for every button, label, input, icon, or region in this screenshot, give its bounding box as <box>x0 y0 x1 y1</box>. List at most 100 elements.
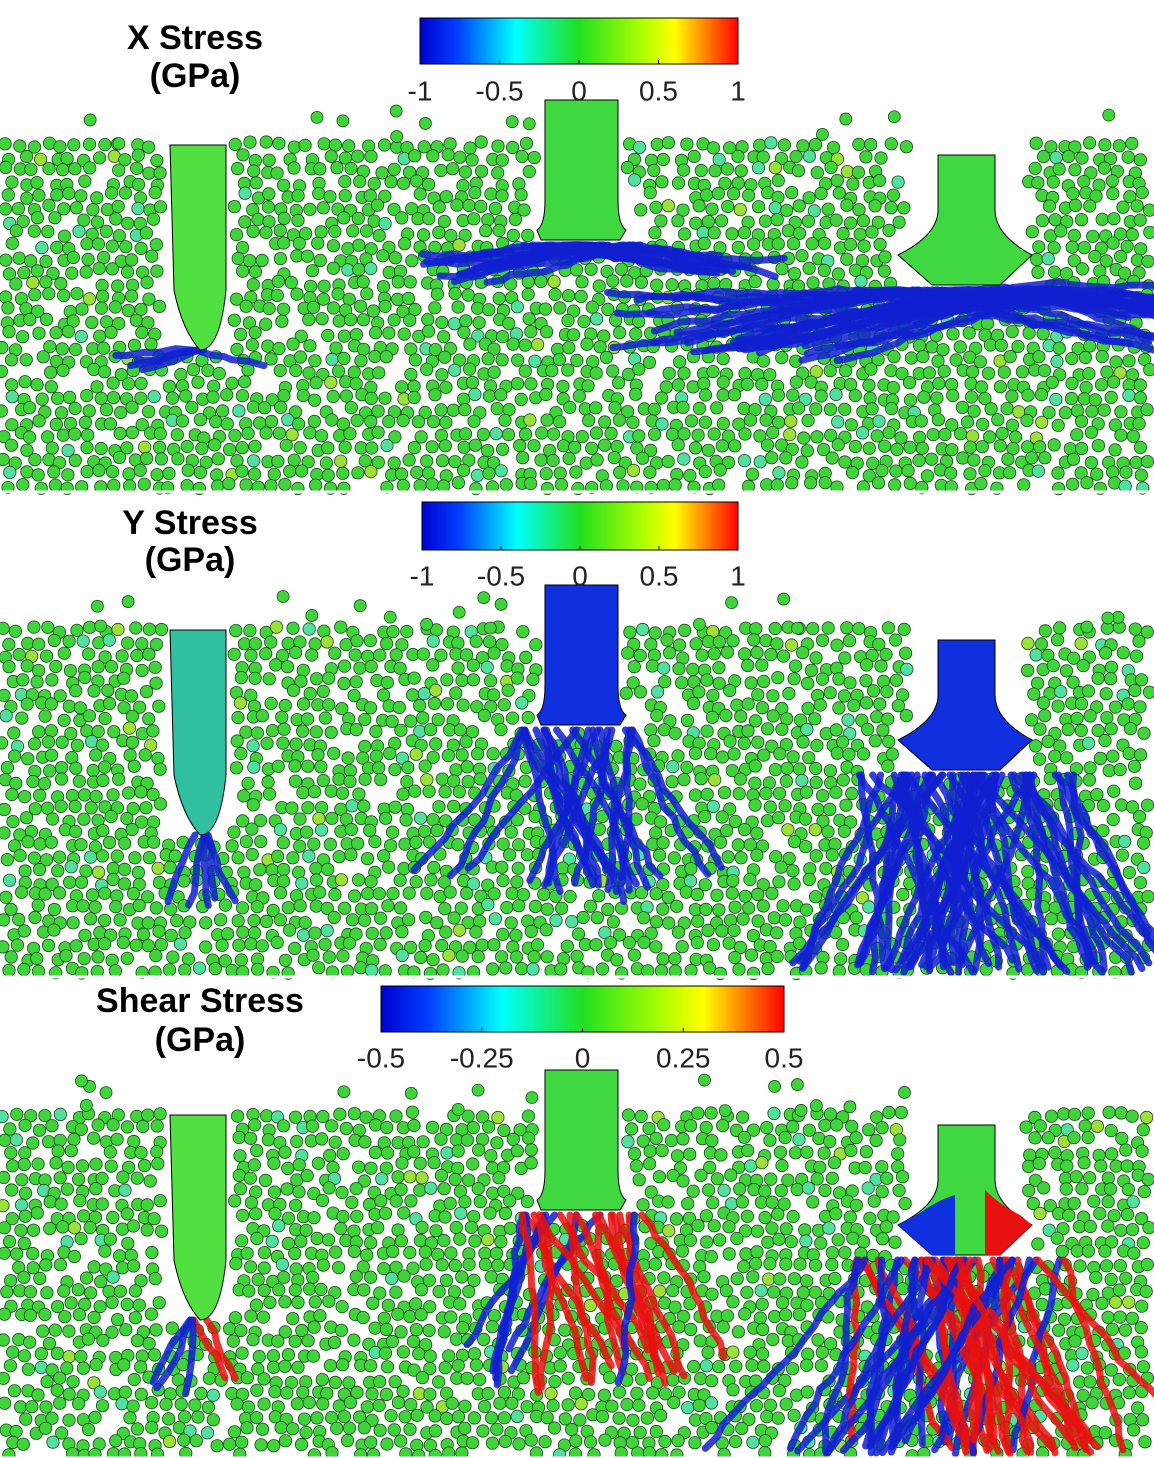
particle <box>519 428 531 440</box>
particle <box>54 1134 66 1146</box>
particle <box>499 414 511 426</box>
particle <box>1119 835 1131 847</box>
particle <box>759 393 771 405</box>
particle <box>1101 711 1113 723</box>
particle <box>516 150 528 162</box>
particle <box>586 442 598 454</box>
particle <box>688 150 700 162</box>
particle <box>657 953 669 965</box>
particle <box>878 440 890 452</box>
particle <box>1021 414 1033 426</box>
particle <box>97 342 109 354</box>
particle <box>810 850 822 862</box>
particle <box>154 1108 166 1120</box>
particle <box>745 1160 757 1172</box>
particle <box>873 174 885 186</box>
particle <box>831 1119 843 1131</box>
particle <box>1034 723 1046 735</box>
particle <box>761 723 773 735</box>
particle <box>444 886 456 898</box>
particle <box>916 442 928 454</box>
particle <box>130 314 142 326</box>
particle <box>1004 350 1016 362</box>
particle <box>1114 1260 1126 1272</box>
particle <box>270 659 282 671</box>
particle <box>1026 452 1038 464</box>
particle <box>844 238 856 250</box>
particle <box>1096 1297 1108 1309</box>
particle <box>876 464 888 476</box>
particle <box>612 377 624 389</box>
particle <box>428 1157 440 1169</box>
particle <box>165 903 177 915</box>
particle <box>221 928 233 940</box>
particle <box>748 1183 760 1195</box>
particle <box>336 1186 348 1198</box>
particle <box>956 401 968 413</box>
particle <box>332 365 344 377</box>
particle <box>155 938 167 950</box>
particle <box>779 914 791 926</box>
particle <box>885 138 897 150</box>
colorbar-tick-label: -0.5 <box>475 75 523 106</box>
particle <box>337 1148 349 1160</box>
particle <box>17 674 29 686</box>
particle <box>299 139 311 151</box>
particle <box>408 441 420 453</box>
particle <box>1066 478 1078 490</box>
particle <box>431 288 443 300</box>
particle <box>235 747 247 759</box>
particle <box>1128 760 1140 772</box>
particle <box>410 876 422 888</box>
particle <box>1071 429 1083 441</box>
particle <box>636 798 648 810</box>
particle <box>1045 1110 1057 1122</box>
particle <box>665 1134 677 1146</box>
particle <box>457 699 469 711</box>
particle <box>326 414 338 426</box>
particle <box>773 1233 785 1245</box>
particle <box>756 1157 768 1169</box>
particle <box>954 341 966 353</box>
particle <box>706 711 718 723</box>
particle <box>54 1108 66 1120</box>
particle <box>761 1121 773 1133</box>
particle <box>328 747 340 759</box>
particle <box>2 302 14 314</box>
particle <box>540 326 552 338</box>
particle <box>34 1272 46 1284</box>
particle <box>789 660 801 672</box>
particle <box>482 1234 494 1246</box>
particle <box>163 380 175 392</box>
particle <box>145 338 157 350</box>
particle <box>105 187 117 199</box>
particle <box>1075 415 1087 427</box>
particle <box>810 762 822 774</box>
particle <box>648 735 660 747</box>
particle <box>506 887 518 899</box>
particle <box>497 928 509 940</box>
particle <box>677 1133 689 1145</box>
particle <box>11 1108 23 1120</box>
particle <box>768 1107 780 1119</box>
particle <box>321 636 333 648</box>
particle <box>341 965 353 977</box>
particle <box>240 479 252 491</box>
particle <box>554 302 566 314</box>
particle <box>113 773 125 785</box>
particle <box>824 1108 836 1120</box>
particle <box>143 713 155 725</box>
particle <box>8 750 20 762</box>
particle <box>1052 419 1064 431</box>
particle <box>322 672 334 684</box>
particle <box>995 339 1007 351</box>
particle <box>376 1173 388 1185</box>
particle <box>897 888 909 900</box>
particle <box>55 773 67 785</box>
particle <box>831 639 843 651</box>
particle <box>419 1246 431 1258</box>
particle <box>310 900 322 912</box>
particle <box>365 465 377 477</box>
particle <box>633 141 645 153</box>
particle <box>210 416 222 428</box>
